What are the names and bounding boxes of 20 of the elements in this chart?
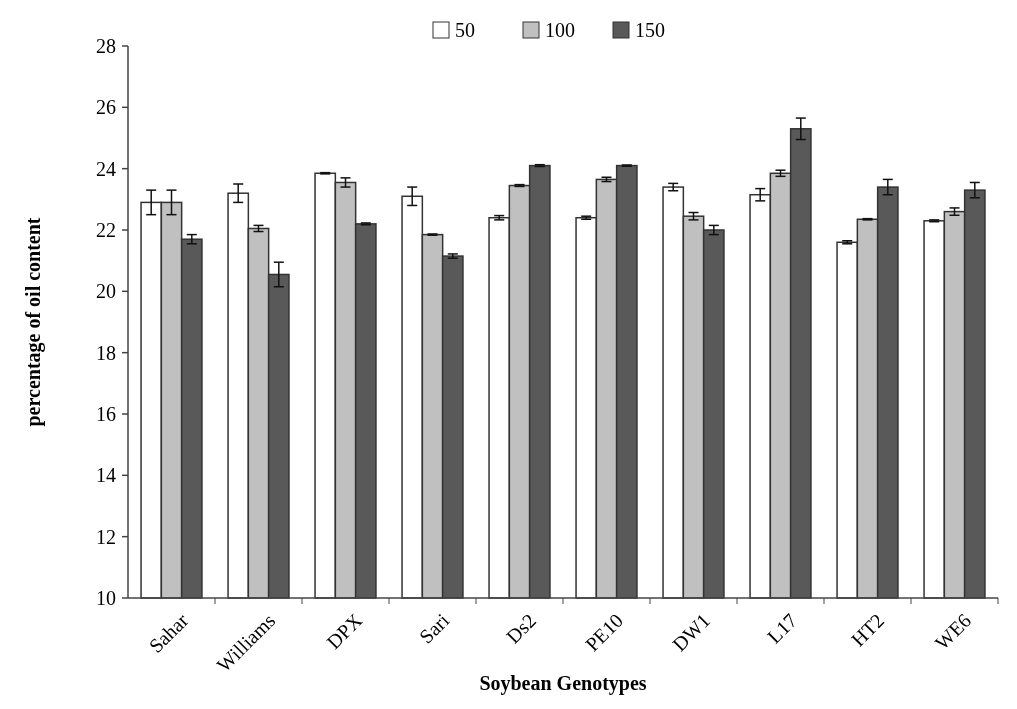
legend-label: 100 (545, 19, 575, 41)
y-tick-label: 14 (96, 464, 116, 487)
x-tick-label: WE6 (930, 609, 976, 654)
y-tick-label: 12 (96, 525, 116, 548)
x-tick-label: HT2 (846, 609, 889, 651)
legend-label: 50 (455, 19, 475, 41)
legend-label: 150 (635, 19, 665, 41)
y-tick-label: 10 (96, 587, 116, 609)
x-tick-label: L17 (762, 609, 802, 648)
x-tick-label: Ds2 (501, 609, 541, 648)
y-tick-label: 24 (96, 157, 116, 180)
y-axis-title: percentage of oil content (22, 217, 45, 427)
y-tick-label: 16 (96, 403, 116, 425)
y-tick-label: 20 (96, 280, 116, 303)
y-tick-label: 22 (96, 219, 116, 241)
x-tick-label: Sari (414, 608, 454, 648)
x-axis-title: Soybean Genotypes (479, 672, 647, 695)
y-tick-label: 26 (96, 96, 116, 119)
y-tick-label: 28 (96, 35, 116, 57)
y-tick-label: 18 (96, 341, 116, 364)
